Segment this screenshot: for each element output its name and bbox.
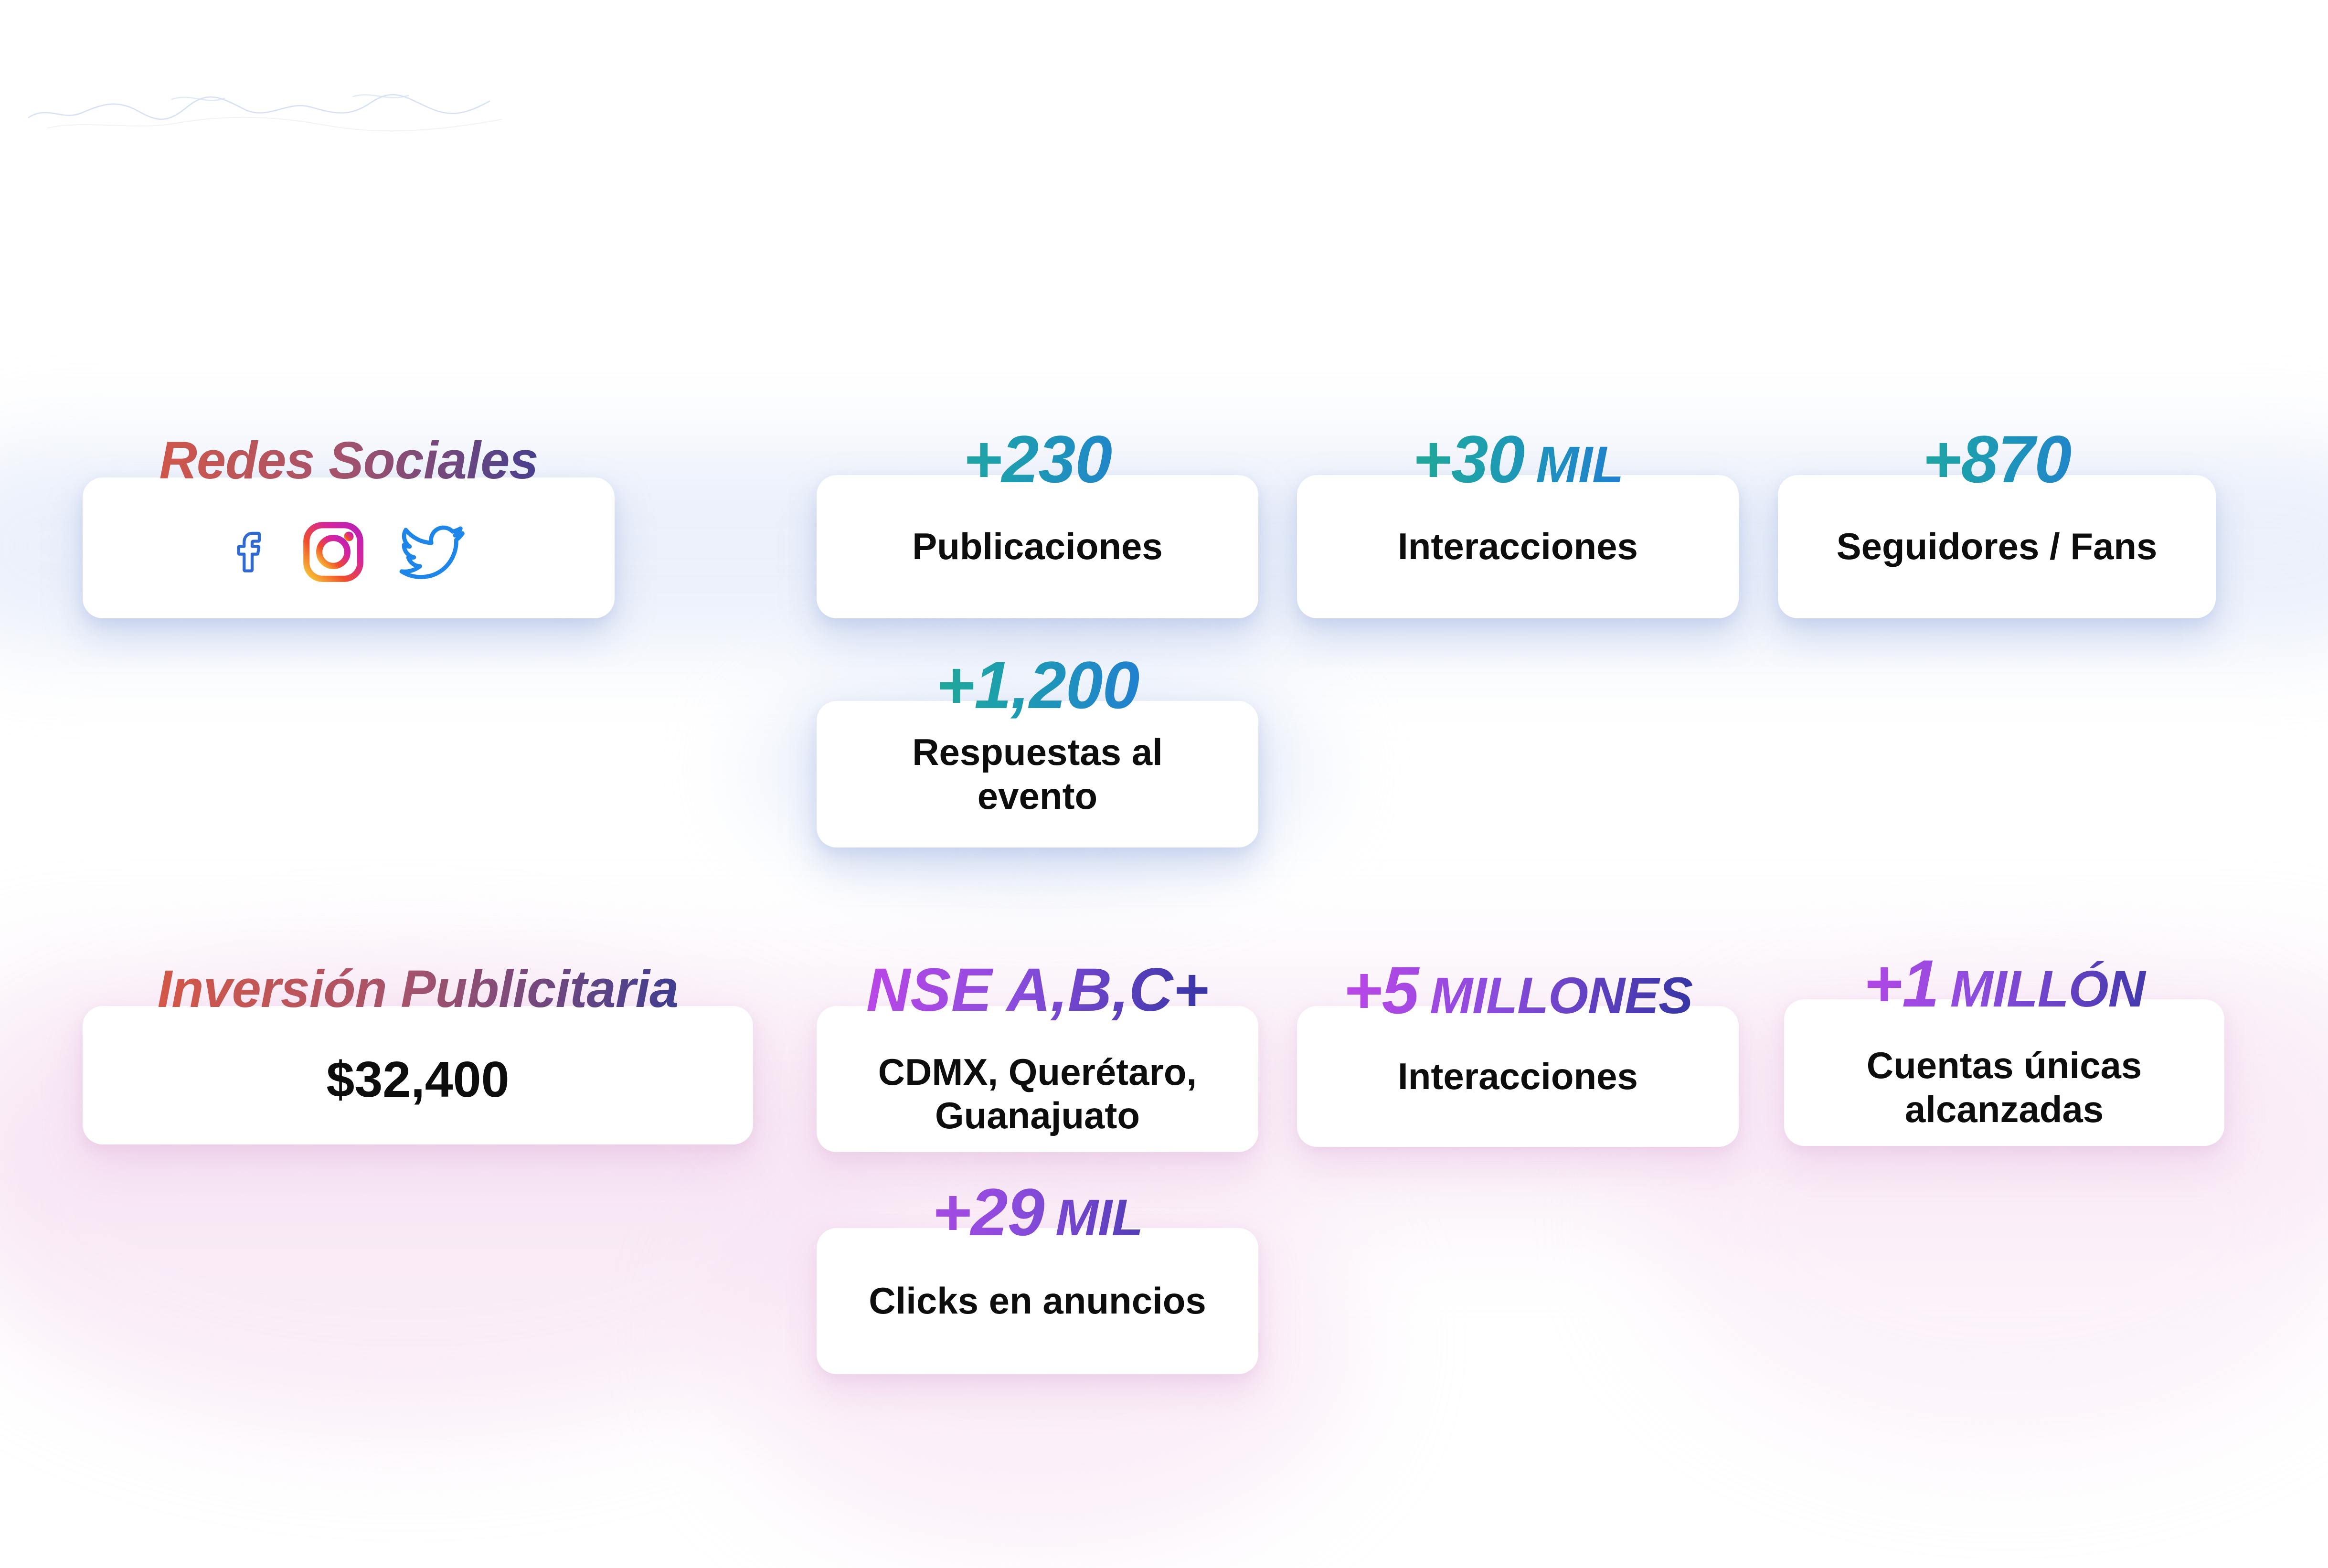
metric-clicks-card: Clicks en anuncios <box>817 1228 1258 1374</box>
metric-cuentas-number: +1 <box>1863 946 1939 1021</box>
metric-respuestas-value: +1,200 <box>817 649 1258 721</box>
metric-clicks-unit: MIL <box>1055 1188 1143 1246</box>
metric-clicks-value: +29 MIL <box>817 1176 1258 1248</box>
metric-cuentas-value: +1 MILLÓN <box>1784 948 2224 1019</box>
metric-cuentas-label: Cuentas únicas alcanzadas <box>1866 1044 2142 1130</box>
metric-interacciones-top-label: Interacciones <box>1398 525 1638 568</box>
metric-nse-label: CDMX, Querétaro, Guanajuato <box>878 1050 1197 1136</box>
metric-interacciones-bottom-unit: MILLONES <box>1430 966 1693 1024</box>
facebook-icon <box>236 531 261 572</box>
metric-interacciones-top-value: +30 MIL <box>1297 424 1739 495</box>
social-card <box>83 477 615 618</box>
metric-clicks-number: +29 <box>932 1175 1044 1250</box>
metric-respuestas-panel: +1,200 Respuestas al evento <box>817 701 1258 848</box>
metric-interacciones-bottom-card: Interacciones <box>1297 1006 1739 1147</box>
metric-respuestas-card: Respuestas al evento <box>817 701 1258 848</box>
metric-nse-panel: NSE A,B,C+ CDMX, Querétaro, Guanajuato <box>817 1006 1258 1152</box>
metric-clicks-panel: +29 MIL Clicks en anuncios <box>817 1228 1258 1374</box>
metric-respuestas-label: Respuestas al evento <box>912 731 1163 817</box>
social-panel: Redes Sociales <box>83 431 615 618</box>
metric-interacciones-bottom-panel: +5 MILLONES Interacciones <box>1297 1006 1739 1147</box>
metric-interacciones-bottom-number: +5 <box>1343 953 1419 1028</box>
metric-interacciones-top-number: +30 <box>1412 422 1525 497</box>
metric-cuentas-card: Cuentas únicas alcanzadas <box>1784 999 2224 1146</box>
metric-interacciones-top-card: Interacciones <box>1297 475 1739 618</box>
metric-nse-value: NSE A,B,C+ <box>817 954 1258 1026</box>
metric-seguidores-panel: +870 Seguidores / Fans <box>1778 475 2216 618</box>
metric-clicks-label: Clicks en anuncios <box>869 1280 1206 1322</box>
metric-nse-card: CDMX, Querétaro, Guanajuato <box>817 1006 1258 1152</box>
investment-panel: Inversión Publicitaria $32,400 <box>83 960 753 1144</box>
metric-cuentas-panel: +1 MILLÓN Cuentas únicas alcanzadas <box>1784 999 2224 1146</box>
metric-publicaciones-number: +230 <box>963 422 1112 497</box>
metric-interacciones-top-unit: MIL <box>1536 435 1624 493</box>
metric-seguidores-value: +870 <box>1778 424 2216 495</box>
scribble-watermark-icon <box>28 94 502 132</box>
metric-seguidores-card: Seguidores / Fans <box>1778 475 2216 618</box>
metric-cuentas-unit: MILLÓN <box>1950 960 2145 1017</box>
metric-seguidores-label: Seguidores / Fans <box>1836 525 2158 568</box>
metric-publicaciones-label: Publicaciones <box>912 525 1163 568</box>
metric-seguidores-number: +870 <box>1922 422 2072 497</box>
metric-publicaciones-value: +230 <box>817 424 1258 495</box>
social-icons-row <box>227 509 471 588</box>
social-title: Redes Sociales <box>83 430 615 492</box>
investment-card: $32,400 <box>83 1006 753 1144</box>
metric-nse-number: NSE A,B,C+ <box>866 956 1209 1024</box>
metric-respuestas-number: +1,200 <box>935 647 1139 722</box>
metric-publicaciones-panel: +230 Publicaciones <box>817 475 1258 618</box>
instagram-icon <box>303 521 363 582</box>
metric-interacciones-bottom-label: Interacciones <box>1398 1055 1638 1097</box>
metric-publicaciones-card: Publicaciones <box>817 475 1258 618</box>
investment-title: Inversión Publicitaria <box>83 958 753 1020</box>
investment-amount: $32,400 <box>326 1051 510 1108</box>
metric-interacciones-top-panel: +30 MIL Interacciones <box>1297 475 1739 618</box>
metric-interacciones-bottom-value: +5 MILLONES <box>1297 954 1739 1026</box>
twitter-icon <box>399 525 465 579</box>
